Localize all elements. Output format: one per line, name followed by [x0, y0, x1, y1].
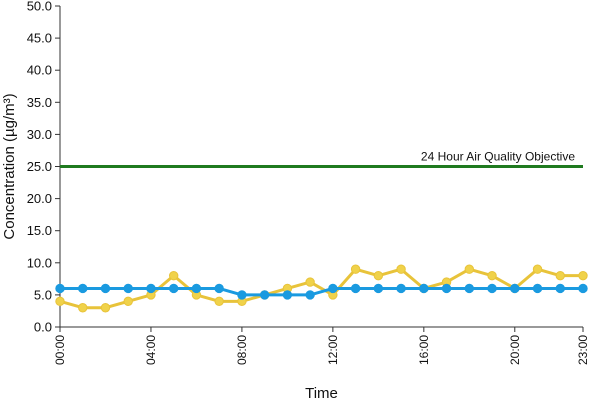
- x-axis-title: Time: [305, 385, 338, 400]
- data-point: [168, 283, 179, 294]
- y-tick-label: 20.0: [27, 191, 52, 206]
- series-2: [55, 283, 588, 300]
- y-tick-label: 25.0: [27, 159, 52, 174]
- x-tick-label: 04:00: [144, 335, 158, 365]
- data-point: [146, 283, 156, 294]
- y-tick-label: 0.0: [34, 320, 52, 335]
- data-point: [350, 264, 361, 274]
- data-point: [555, 270, 565, 281]
- data-point: [555, 283, 565, 294]
- y-tick-label: 50.0: [27, 0, 52, 14]
- y-tick-label: 5.0: [34, 287, 52, 302]
- data-point: [396, 283, 406, 294]
- data-point: [100, 303, 111, 313]
- y-tick-label: 40.0: [27, 63, 52, 78]
- data-point: [328, 283, 338, 294]
- x-tick-label: 08:00: [235, 335, 249, 365]
- y-tick-label: 35.0: [27, 95, 52, 110]
- data-point: [532, 283, 543, 294]
- objective-line-group: 24 Hour Air Quality Objective: [60, 150, 583, 168]
- data-point: [55, 296, 65, 307]
- data-point: [487, 283, 497, 294]
- data-point: [305, 277, 315, 287]
- data-point: [123, 283, 133, 294]
- x-tick-label: 20:00: [508, 335, 522, 365]
- data-point: [350, 283, 361, 294]
- data-point: [305, 290, 315, 300]
- data-point: [373, 283, 384, 294]
- data-point: [214, 296, 224, 307]
- data-point: [214, 283, 224, 294]
- x-tick-label: 23:00: [576, 335, 590, 365]
- data-point: [78, 283, 88, 294]
- x-tick-labels: 00:00 04:00 08:00 12:00 16:00 20:00 23:00: [53, 335, 590, 365]
- y-tick-label: 15.0: [27, 223, 52, 238]
- y-tick-label: 10.0: [27, 255, 52, 270]
- data-point: [100, 283, 111, 294]
- data-point: [419, 283, 429, 294]
- x-tick-label: 16:00: [417, 335, 431, 365]
- data-point: [441, 283, 452, 294]
- data-point: [282, 290, 293, 300]
- x-tick-label: 12:00: [326, 335, 340, 365]
- objective-label: 24 Hour Air Quality Objective: [421, 150, 575, 164]
- x-tick-label: 00:00: [53, 335, 67, 365]
- data-point: [55, 283, 65, 294]
- series-group: [55, 264, 588, 313]
- data-point: [168, 270, 179, 281]
- data-point: [578, 270, 588, 281]
- data-point: [532, 264, 543, 274]
- data-point: [396, 264, 406, 274]
- data-point: [123, 296, 133, 307]
- data-point: [373, 270, 384, 281]
- data-point: [578, 283, 588, 294]
- y-axis-title: Concentration (µg/m³): [1, 93, 18, 239]
- data-point: [487, 270, 497, 281]
- y-tick-label: 45.0: [27, 31, 52, 46]
- y-tick-labels: 0.0 5.0 10.0 15.0 20.0 25.0 30.0 35.0 40.0 45.0 50…: [27, 0, 52, 335]
- data-point: [259, 290, 270, 300]
- data-point: [510, 283, 520, 294]
- data-point: [191, 283, 202, 294]
- y-tick-label: 30.0: [27, 127, 52, 142]
- data-point: [464, 264, 475, 274]
- data-point: [237, 290, 247, 300]
- data-point: [464, 283, 475, 294]
- data-point: [78, 303, 88, 313]
